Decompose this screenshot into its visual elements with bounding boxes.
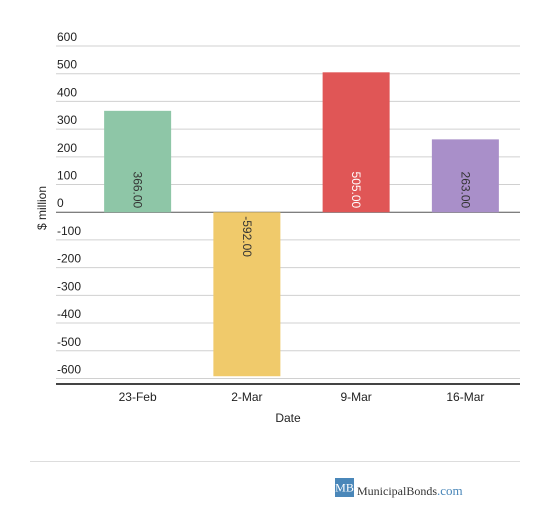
y-tick-label: 100: [57, 169, 77, 183]
x-tick-label: 2-Mar: [231, 390, 262, 404]
y-tick-label: -300: [57, 279, 81, 293]
data-label: 505.00: [349, 172, 363, 209]
tld: .com: [437, 483, 463, 498]
data-label: 263.00: [458, 172, 472, 209]
y-tick-label: -500: [57, 335, 81, 349]
y-tick-label: 300: [57, 113, 77, 127]
y-tick-label: 0: [57, 196, 64, 210]
data-label: -592.00: [240, 216, 254, 257]
logo-badge: MB: [335, 481, 354, 495]
y-tick-label: 500: [57, 58, 77, 72]
x-axis-title: Date: [275, 411, 301, 425]
x-tick-label: 9-Mar: [340, 390, 371, 404]
y-tick-label: 600: [57, 30, 77, 44]
y-tick-label: 400: [57, 85, 77, 99]
brand: MunicipalBonds: [357, 484, 437, 498]
x-tick-label: 23-Feb: [119, 390, 157, 404]
bar: [431, 139, 499, 213]
y-tick-label: -600: [57, 362, 81, 376]
logo-brand: MunicipalBonds.com: [357, 483, 463, 498]
data-label: 366.00: [131, 172, 145, 209]
y-tick-label: -400: [57, 307, 81, 321]
bar: [322, 72, 390, 213]
y-tick-label: 200: [57, 141, 77, 155]
y-tick-label: -200: [57, 252, 81, 266]
logo-badge-box: [335, 478, 354, 497]
y-axis-title: $ million: [35, 186, 49, 230]
y-tick-label: -100: [57, 224, 81, 238]
bar: [213, 212, 281, 377]
x-tick-label: 16-Mar: [446, 390, 484, 404]
bar: [104, 110, 172, 213]
